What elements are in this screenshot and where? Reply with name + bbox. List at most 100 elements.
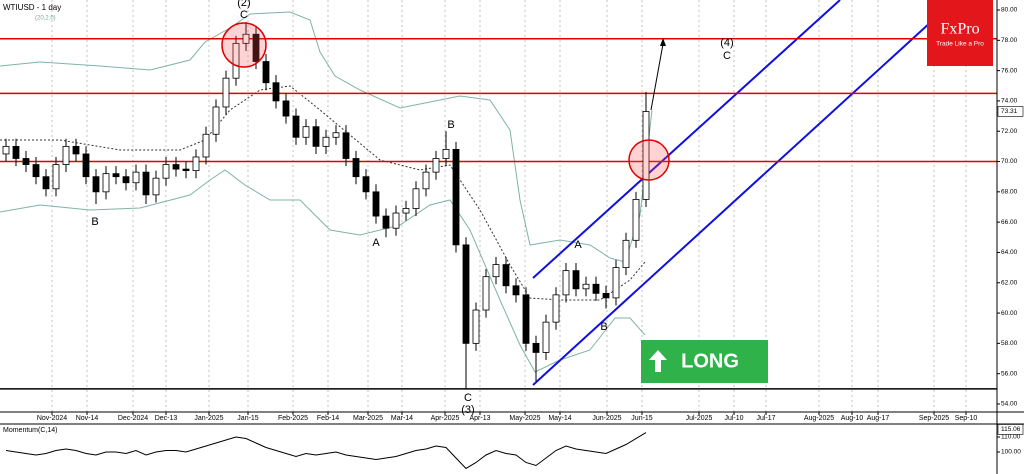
plot <box>0 22 997 390</box>
wave-label: (2) <box>237 0 250 9</box>
chart-title: WTIUSD - 1 day <box>3 3 61 12</box>
candle-body <box>112 173 120 178</box>
y-tick-label: 72.00 <box>1001 128 1018 135</box>
candle-body <box>52 164 60 190</box>
x-tick-label: Aug-10 <box>841 415 864 422</box>
x-tick-label: Apr-2025 <box>431 415 460 422</box>
channel-upper <box>532 0 841 279</box>
candle-body <box>152 177 160 196</box>
candle-body <box>552 294 560 323</box>
channel-lower <box>532 0 956 386</box>
annotations: (2) C B A B C (3) A B (4) C <box>91 0 733 416</box>
x-tick-label: Sep-2025 <box>919 415 949 422</box>
x-tick-label: Jul-10 <box>724 415 743 422</box>
indicator-title: Momentum(C,14) <box>3 427 57 434</box>
signal-text: LONG <box>681 350 739 372</box>
candle-body <box>312 126 320 147</box>
y-tick-label: 58.00 <box>1001 340 1018 347</box>
candle-body <box>562 270 570 296</box>
logo: FxPro Trade Like a Pro <box>927 0 993 66</box>
candle-body <box>42 176 50 190</box>
y-tick-label: 56.00 <box>1001 370 1018 377</box>
candle-body <box>172 164 180 170</box>
chart-subtitle: (20,2.0) <box>35 16 56 22</box>
candle-body <box>332 132 340 138</box>
x-tick-label: Jul-17 <box>756 415 775 422</box>
x-tick-label: Aug-2025 <box>804 415 834 422</box>
candle-body <box>502 264 510 287</box>
x-tick-label: Aug-17 <box>867 415 890 422</box>
candle-body <box>352 158 360 178</box>
candle-body <box>582 283 590 290</box>
x-tick-label: Feb-14 <box>317 415 339 422</box>
x-tick-label: Dec-13 <box>155 415 178 422</box>
candle-body <box>142 171 150 196</box>
candle-body <box>222 77 230 108</box>
candle-body <box>132 171 140 184</box>
candle-body <box>122 176 130 184</box>
candle-body <box>522 294 530 344</box>
wave-label: C <box>464 392 472 404</box>
candle-body <box>82 153 90 178</box>
wave-label: B <box>91 216 98 228</box>
candle-body <box>462 244 470 344</box>
candle-body <box>452 149 460 246</box>
candle-body <box>592 283 600 294</box>
wave-label: C <box>240 9 248 21</box>
candle-body <box>442 149 450 159</box>
highlight-circle <box>628 139 670 181</box>
candle-body <box>572 270 580 290</box>
candle-body <box>182 168 190 172</box>
x-tick-label: Apr-13 <box>469 415 490 422</box>
candle-body <box>422 171 430 190</box>
candle-body <box>102 173 110 193</box>
candle-body <box>642 111 650 200</box>
wave-label: A <box>372 237 380 249</box>
wave-label: (4) <box>720 37 733 49</box>
y-tick-label: 64.00 <box>1001 249 1018 256</box>
momentum-last-label: 115.06 <box>1001 426 1021 433</box>
candle-body <box>402 208 410 214</box>
candle-body <box>472 309 480 344</box>
x-tick-label: Jun-2025 <box>592 415 621 422</box>
projection-arrow <box>650 43 664 111</box>
signal-box <box>641 340 768 383</box>
candle-body <box>322 136 330 147</box>
signal-badge: LONG <box>641 340 768 383</box>
candle-body <box>62 145 70 165</box>
up-arrow <box>649 350 667 372</box>
candle-body <box>602 292 610 299</box>
highlight-circle <box>221 22 267 68</box>
momentum-line <box>5 432 647 470</box>
wave-label: A <box>574 239 582 251</box>
x-tick-label: Sep-10 <box>955 415 978 422</box>
y-tick-label: 100.00 <box>1001 449 1021 456</box>
y-tick-label: 54.00 <box>1001 401 1018 408</box>
logo-brand: FxPro <box>940 21 979 38</box>
candle-body <box>392 212 400 229</box>
x-tick-label: Nov-2024 <box>37 415 67 422</box>
wave-label: C <box>723 50 731 62</box>
candle-body <box>22 158 30 165</box>
channel <box>532 0 956 386</box>
momentum-last-box <box>997 424 1024 435</box>
candle-body <box>432 158 440 173</box>
logo-tagline: Trade Like a Pro <box>936 41 984 48</box>
x-tick-label: Jan-2025 <box>194 415 223 422</box>
candle-body <box>202 133 210 158</box>
candle-body <box>72 145 80 155</box>
band-upper <box>0 11 653 263</box>
x-tick-label: Mar-2025 <box>353 415 383 422</box>
x-tick-label: Nov-14 <box>76 415 99 422</box>
candle-body <box>282 100 290 117</box>
x-tick-label: Feb-2025 <box>278 415 308 422</box>
candle-body <box>372 191 380 217</box>
x-tick-label: May-2025 <box>509 415 540 422</box>
candle-body <box>492 264 500 278</box>
candle-body <box>232 42 240 79</box>
candle-body <box>262 61 270 84</box>
x-tick-label: Jun-15 <box>631 415 653 422</box>
band-lower <box>0 169 646 373</box>
candle-body <box>92 176 100 193</box>
